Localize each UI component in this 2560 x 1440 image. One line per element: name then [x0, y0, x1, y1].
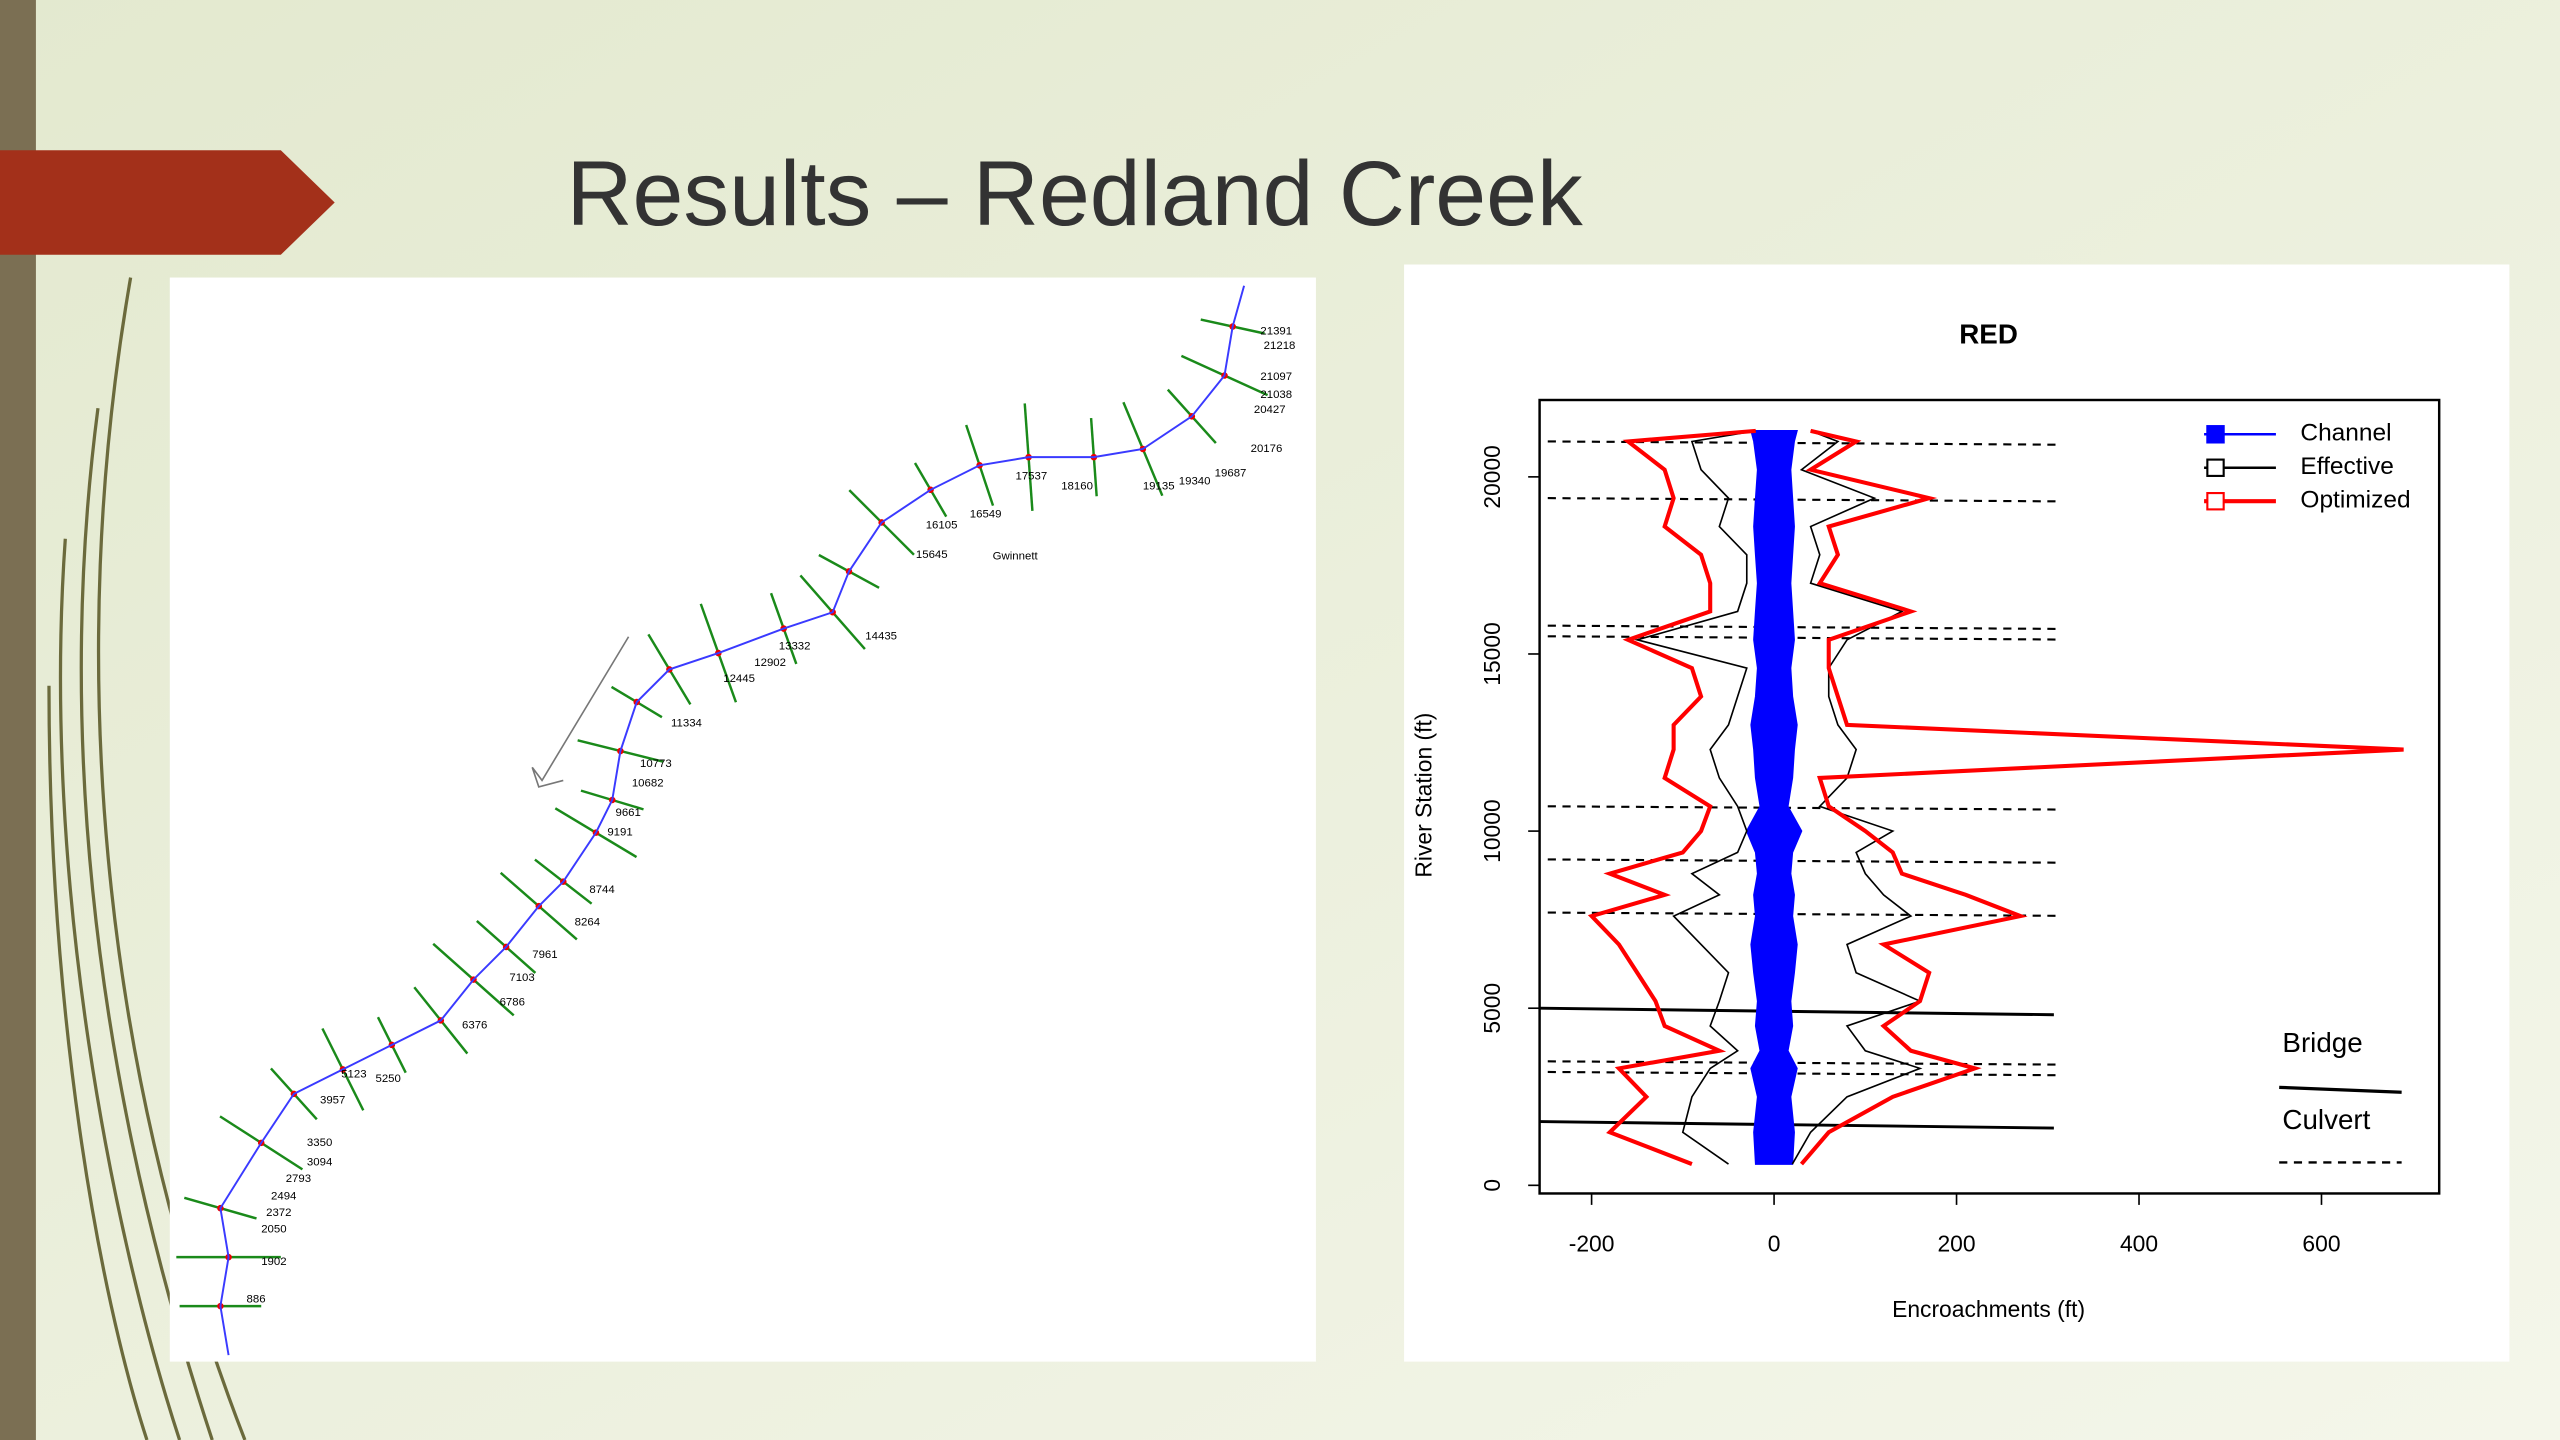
station-label: 20427 — [1254, 404, 1286, 416]
station-label: 17537 — [1016, 471, 1048, 483]
station-label: 5123 — [341, 1068, 366, 1080]
station-label: 21097 — [1260, 371, 1292, 383]
encroachment-line — [1634, 430, 1756, 1165]
slide-title: Results – Redland Creek — [567, 143, 1583, 245]
station-label: 6786 — [500, 996, 525, 1008]
station-label: 7961 — [532, 949, 557, 961]
station-label: 14435 — [865, 631, 897, 643]
station-label: 5250 — [376, 1073, 401, 1085]
y-tick-label: 0 — [1479, 1179, 1505, 1192]
river — [219, 285, 1246, 1356]
north-arrow — [531, 636, 630, 788]
legend-label: Channel — [2300, 420, 2391, 447]
station-label: 9191 — [607, 827, 632, 839]
legend-swatch — [2206, 492, 2225, 511]
station-label: 13332 — [779, 641, 811, 653]
station-label: 886 — [247, 1294, 266, 1306]
bridge-key-label: Bridge — [2282, 1027, 2362, 1058]
culvert-line — [1547, 1070, 2061, 1077]
map: 21391 21218 21097 21038 20427 20176 19687 19340… — [176, 285, 1296, 1356]
bridge-line — [1539, 1120, 2054, 1130]
station-label: 16549 — [970, 508, 1002, 520]
station-label: 19340 — [1179, 476, 1211, 488]
station-label: 18160 — [1061, 481, 1093, 493]
x-tick-label: 400 — [2120, 1231, 2158, 1257]
station-label: 3350 — [307, 1137, 332, 1149]
title-marker — [0, 150, 335, 255]
station-label: 12902 — [754, 657, 786, 669]
station-label: 10773 — [640, 758, 672, 770]
chart-title: RED — [1959, 319, 2018, 350]
station-label: 8744 — [589, 884, 615, 896]
plot-frame — [1538, 398, 2441, 1195]
legend-label: Effective — [2300, 453, 2393, 480]
culvert-line — [1547, 440, 2061, 446]
station-label: 3094 — [307, 1156, 333, 1168]
station-label: 2793 — [286, 1173, 311, 1185]
station-label: 19687 — [1215, 467, 1247, 479]
x-tick-label: 0 — [1768, 1231, 1781, 1257]
station-label: 1902 — [261, 1256, 286, 1268]
bridge-key-line — [2279, 1085, 2402, 1094]
county-label: Gwinnett — [993, 551, 1039, 563]
station-label: 20176 — [1251, 443, 1283, 455]
encroachment-line — [1791, 430, 1923, 1165]
bridge-line — [1539, 1006, 2054, 1017]
culvert-line — [1547, 805, 2061, 811]
station-label: 10682 — [632, 778, 664, 790]
legend-swatch — [2206, 458, 2225, 477]
x-tick-label: 600 — [2302, 1231, 2340, 1257]
station-label: 21218 — [1264, 340, 1296, 352]
culvert-line — [1547, 624, 2061, 630]
chart-panel — [1404, 264, 2510, 1362]
y-tick-label: 5000 — [1479, 983, 1505, 1034]
legend-label: Optimized — [2300, 487, 2410, 514]
chart: RED Encroachments (ft) River Station (ft… — [1410, 319, 2441, 1322]
station-label: 8264 — [575, 916, 601, 928]
x-tick-label: 200 — [1937, 1231, 1975, 1257]
station-label: 2494 — [271, 1191, 297, 1203]
station-label: 2372 — [266, 1207, 291, 1219]
x-axis-label: Encroachments (ft) — [1892, 1296, 2085, 1322]
x-tick-label: -200 — [1569, 1231, 1615, 1257]
y-tick-label: 20000 — [1479, 445, 1505, 509]
station-label: 12445 — [723, 673, 755, 685]
station-label: 2050 — [261, 1223, 286, 1235]
culvert-key-label: Culvert — [2282, 1104, 2370, 1135]
y-tick-label: 10000 — [1479, 799, 1505, 863]
culvert-line — [1547, 1060, 2061, 1066]
station-label: 9661 — [616, 807, 641, 819]
encroachment-line — [1799, 428, 2404, 1166]
station-label: 21038 — [1260, 389, 1292, 401]
legend-swatch — [2206, 425, 2225, 444]
station-label: 6376 — [462, 1019, 487, 1031]
culvert-line — [1547, 858, 2061, 864]
map-panel — [169, 277, 1316, 1362]
station-label: 3957 — [320, 1094, 345, 1106]
culvert-line — [1547, 911, 2061, 917]
y-axis-label: River Station (ft) — [1410, 713, 1436, 878]
channel-area — [1745, 430, 1803, 1165]
station-label: 19135 — [1143, 481, 1175, 493]
culvert-line — [1547, 497, 2061, 503]
station-label: 21391 — [1260, 325, 1292, 337]
y-tick-label: 15000 — [1479, 622, 1505, 686]
station-label: 11334 — [671, 717, 703, 729]
station-label: 7103 — [509, 972, 534, 984]
station-label: 15645 — [916, 549, 948, 561]
culvert-line — [1547, 635, 2061, 641]
encroachment-line — [1587, 428, 1756, 1166]
station-label: 16105 — [926, 520, 958, 532]
